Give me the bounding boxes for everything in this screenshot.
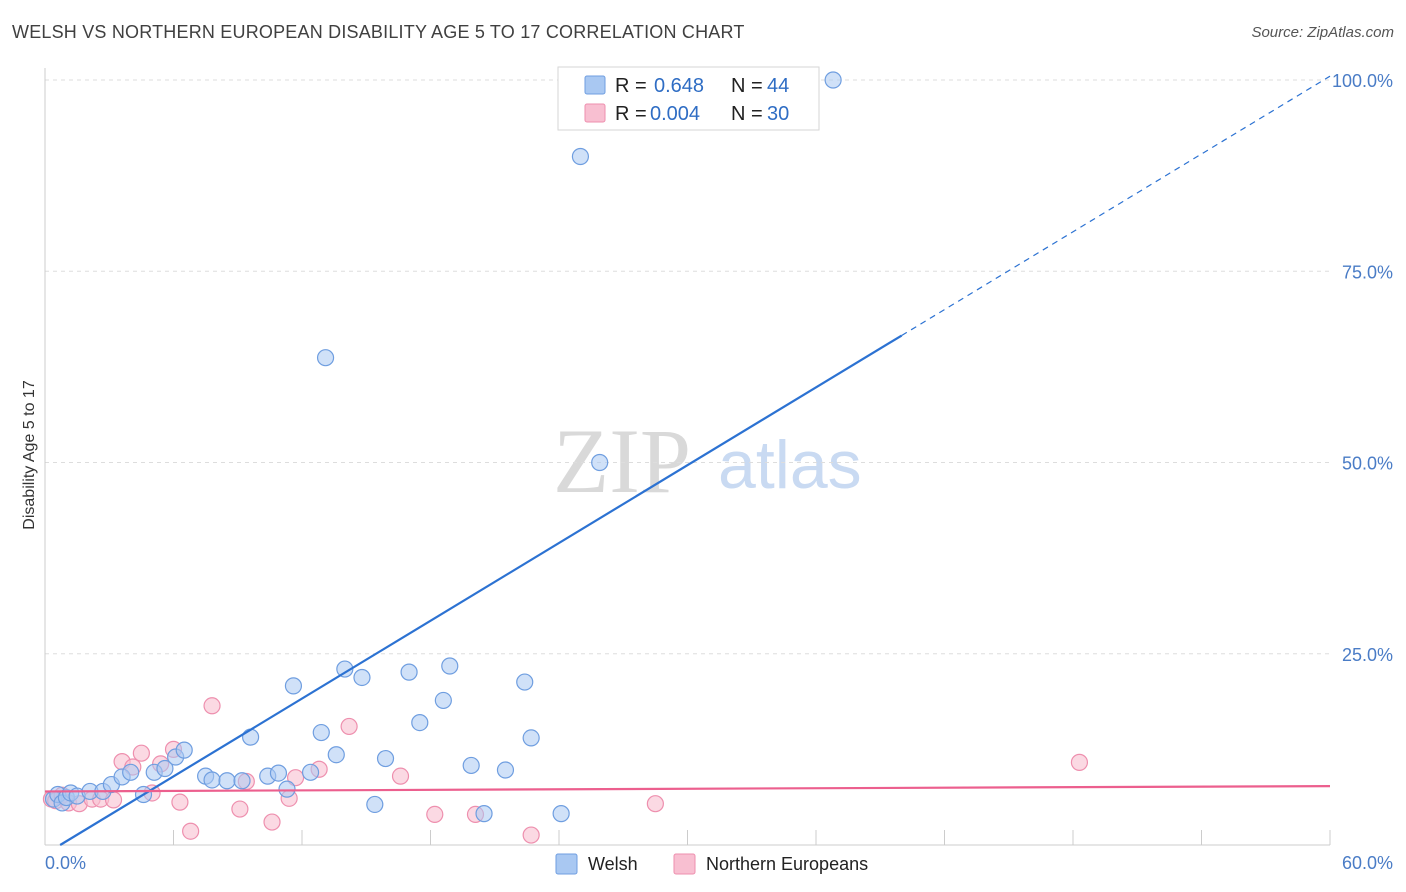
watermark: ZIP atlas xyxy=(553,410,862,512)
legend-r-value-ne: 0.004 xyxy=(650,103,700,125)
welsh-point xyxy=(434,691,452,710)
bottom-legend-label-welsh: Welsh xyxy=(588,854,638,874)
ne-point xyxy=(132,744,150,762)
welsh-point xyxy=(218,772,236,790)
welsh-point xyxy=(269,764,288,782)
legend-n-label-ne: N = xyxy=(731,103,763,125)
welsh-point xyxy=(462,756,480,775)
welsh-point xyxy=(441,657,459,675)
source-credit: Source: ZipAtlas.com xyxy=(1251,24,1394,41)
welsh-point xyxy=(496,761,515,779)
ne-point xyxy=(203,697,221,715)
welsh-point xyxy=(591,453,609,472)
welsh-point xyxy=(552,805,570,823)
ne-point xyxy=(171,793,189,811)
legend-swatch-welsh xyxy=(584,75,606,95)
axes xyxy=(44,68,1331,846)
legend-n-value-ne: 30 xyxy=(767,103,789,125)
welsh-point xyxy=(156,759,174,778)
welsh-point xyxy=(411,713,429,732)
y-tick-label-1: 50.0% xyxy=(1342,454,1393,474)
welsh-point xyxy=(242,728,260,746)
welsh-point xyxy=(516,673,534,691)
legend-n-value-welsh: 44 xyxy=(767,75,789,97)
ne-trend-line xyxy=(44,784,1331,793)
x-tick-label-min: 0.0% xyxy=(45,853,86,873)
welsh-points xyxy=(44,71,842,823)
welsh-point xyxy=(203,771,221,789)
legend-r-value-welsh: 0.648 xyxy=(654,75,704,97)
ne-point xyxy=(646,795,664,813)
watermark-zip: ZIP xyxy=(553,410,691,512)
x-tick-label-max: 60.0% xyxy=(1342,853,1393,873)
ne-point xyxy=(426,805,444,824)
ne-point xyxy=(263,813,281,831)
ne-point xyxy=(522,826,540,844)
bottom-legend-swatch-ne xyxy=(673,853,696,875)
grid xyxy=(45,79,1330,655)
tick-labels: 25.0% 50.0% 75.0% 100.0% 0.0% 60.0% xyxy=(45,71,1393,873)
welsh-point xyxy=(316,349,335,367)
ne-point xyxy=(182,822,200,840)
bottom-legend-label-ne: Northern Europeans xyxy=(706,854,868,874)
watermark-atlas: atlas xyxy=(718,427,862,503)
welsh-point xyxy=(122,763,140,781)
welsh-trend-extension xyxy=(901,75,1331,337)
welsh-point xyxy=(353,668,371,687)
welsh-point xyxy=(284,677,303,695)
legend-swatch-ne xyxy=(584,103,606,123)
welsh-point xyxy=(301,763,320,781)
welsh-point xyxy=(376,749,395,768)
ne-point xyxy=(391,767,410,785)
welsh-point xyxy=(824,71,842,89)
y-tick-label-0: 25.0% xyxy=(1342,645,1393,665)
welsh-point xyxy=(278,780,296,798)
y-axis-label: Disability Age 5 to 17 xyxy=(21,380,38,530)
legend-r-label-welsh: R = xyxy=(615,75,647,97)
welsh-point xyxy=(522,729,540,747)
welsh-point xyxy=(571,147,590,166)
ne-point xyxy=(340,717,358,736)
welsh-point xyxy=(400,663,418,681)
series-legend: Welsh Northern Europeans xyxy=(555,853,868,875)
y-tick-label-3: 100.0% xyxy=(1332,71,1393,91)
welsh-point xyxy=(175,741,193,759)
ne-point xyxy=(286,769,305,787)
welsh-point xyxy=(312,723,330,742)
welsh-point xyxy=(366,795,384,814)
ne-point xyxy=(1070,753,1089,771)
chart-title: WELSH VS NORTHERN EUROPEAN DISABILITY AG… xyxy=(12,22,745,42)
bottom-legend-swatch-welsh xyxy=(555,853,578,875)
ne-point xyxy=(231,800,249,818)
welsh-point xyxy=(475,805,493,823)
welsh-point xyxy=(327,746,345,764)
legend-n-label-welsh: N = xyxy=(731,75,763,97)
welsh-trend-line xyxy=(59,334,903,846)
correlation-legend: R = 0.648 N = 44 R = 0.004 N = 30 xyxy=(557,66,820,131)
legend-r-label-ne: R = xyxy=(615,103,647,125)
y-tick-label-2: 75.0% xyxy=(1342,262,1393,282)
welsh-point xyxy=(233,772,251,790)
trend-lines xyxy=(44,75,1331,846)
